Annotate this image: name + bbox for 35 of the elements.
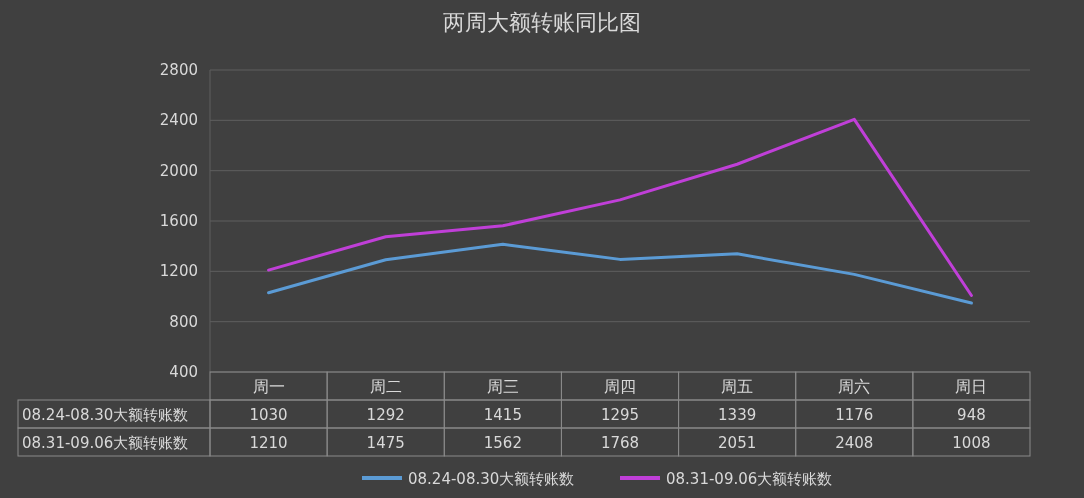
data-label: 1176 — [835, 406, 874, 424]
data-label: 948 — [957, 406, 986, 424]
data-label: 1768 — [600, 434, 640, 452]
data-label: 1210 — [249, 434, 288, 452]
data-label: 1292 — [366, 406, 405, 424]
x-tick-label: 周日 — [955, 377, 988, 396]
data-label: 1030 — [249, 406, 288, 424]
x-tick-label: 周三 — [486, 377, 519, 396]
data-label: 2051 — [718, 434, 757, 452]
y-tick-label: 800 — [169, 312, 198, 331]
x-tick-label: 周六 — [838, 377, 871, 396]
y-tick-label: 400 — [169, 363, 198, 381]
legend-label: 08.31-09.06大额转账数 — [666, 470, 833, 488]
data-label: 1475 — [366, 434, 405, 452]
data-label: 1008 — [952, 434, 991, 452]
y-tick-label: 1200 — [159, 262, 198, 281]
y-tick-label: 2400 — [159, 111, 198, 130]
text: 08.31-09.06大额转账数 — [22, 434, 189, 452]
x-tick-label: 周四 — [604, 377, 636, 396]
legend-label: 08.24-08.30大额转账数 — [408, 470, 575, 488]
data-label: 1415 — [483, 406, 522, 424]
x-tick-label: 周五 — [721, 377, 754, 396]
data-label: 1562 — [483, 434, 522, 452]
data-label: 2408 — [835, 434, 874, 452]
y-tick-label: 1600 — [159, 212, 198, 230]
line-series — [267, 117, 973, 297]
text: 08.24-08.30大额转账数 — [22, 406, 189, 424]
x-tick-label: 周一 — [252, 377, 285, 396]
chart-title: 两周大额转账同比图 — [443, 10, 641, 35]
x-tick-label: 周二 — [369, 377, 402, 396]
data-label: 1295 — [600, 406, 640, 424]
data-label: 1339 — [718, 406, 757, 424]
line-series — [267, 242, 973, 305]
y-tick-label: 2000 — [159, 161, 198, 180]
y-tick-label: 2800 — [159, 61, 198, 79]
